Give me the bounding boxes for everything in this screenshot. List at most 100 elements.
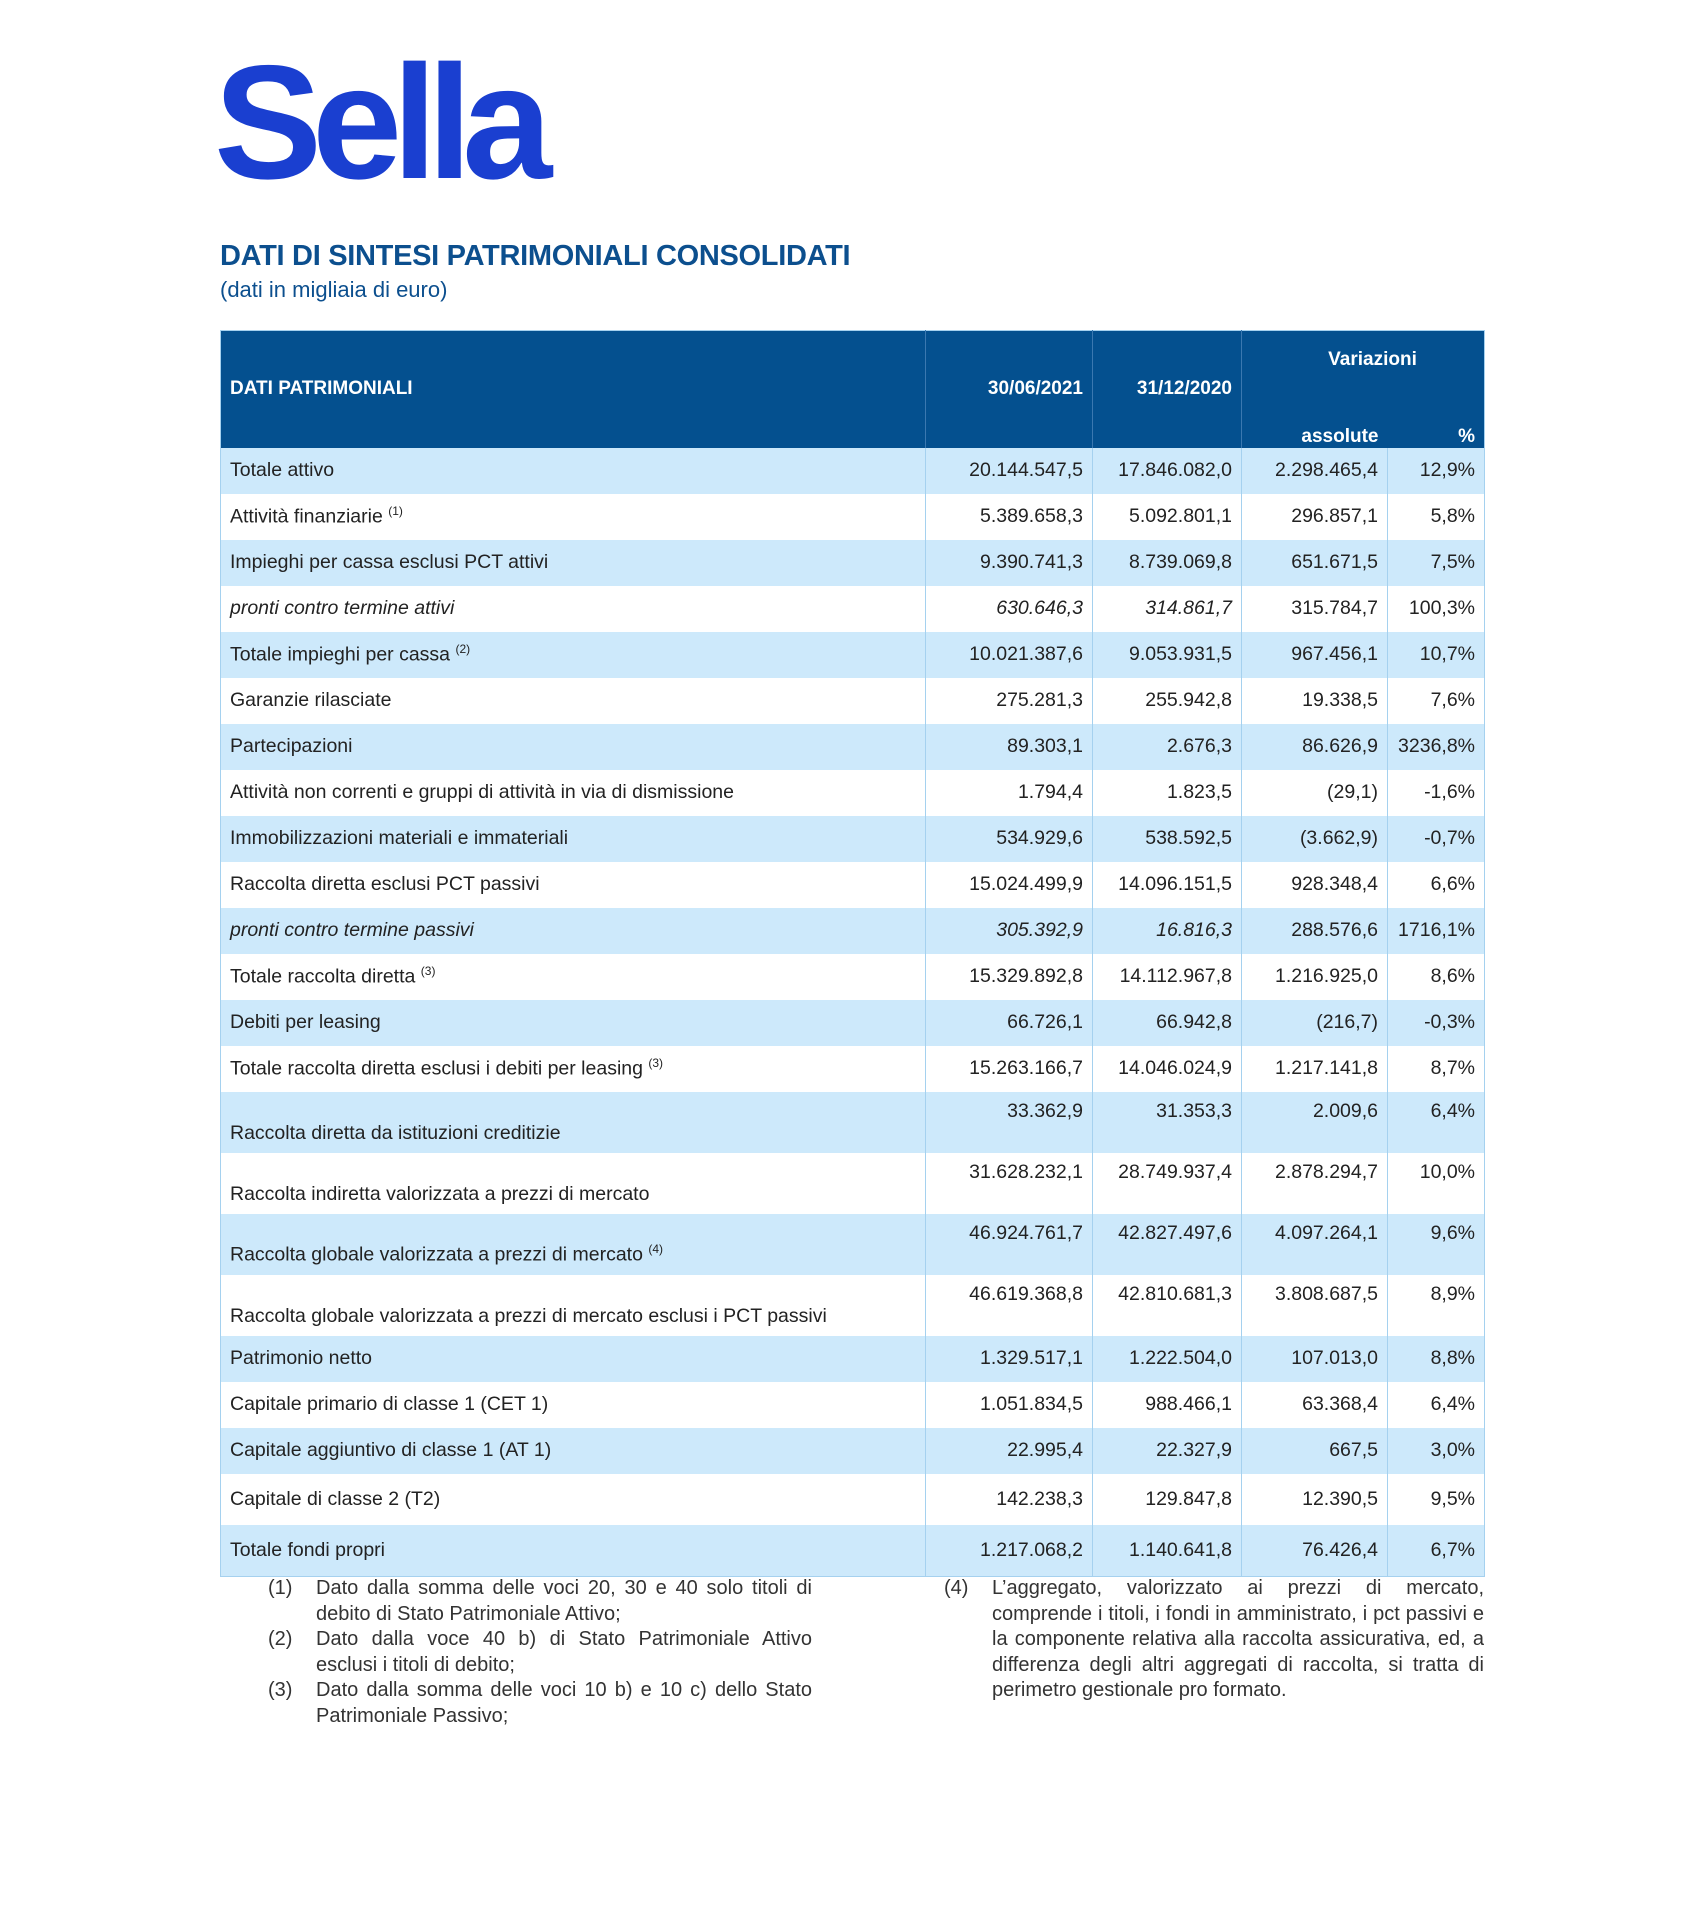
value-cell: 15.329.892,8 xyxy=(925,953,1093,1000)
row-label-cell: Garanzie rilasciate xyxy=(220,677,926,724)
row-label: pronti contro termine passivi xyxy=(230,919,474,941)
footnote-text: L’aggregato, valorizzato ai prezzi di me… xyxy=(992,1577,1484,1701)
value-cell: (29,1) xyxy=(1241,769,1388,816)
logo: Sella xyxy=(214,32,552,213)
value-cell: 15.024.499,9 xyxy=(925,861,1093,908)
value-cell: 1716,1% xyxy=(1387,907,1486,954)
value-cell: 100,3% xyxy=(1387,585,1486,632)
value-cell: 46.619.368,8 xyxy=(925,1274,1093,1336)
footnote-number: (4) xyxy=(944,1577,969,1599)
row-label-cell: Raccolta diretta da istituzioni creditiz… xyxy=(220,1091,926,1153)
value-cell: 288.576,6 xyxy=(1241,907,1388,954)
table-row: Raccolta diretta esclusi PCT passivi 15.0… xyxy=(220,861,1486,908)
value-cell: 1.216.925,0 xyxy=(1241,953,1388,1000)
row-label: Capitale di classe 2 (T2) xyxy=(230,1487,441,1510)
row-label: Partecipazioni xyxy=(230,735,353,757)
row-label: Immobilizzazioni materiali e immateriali xyxy=(230,827,569,849)
value-cell: (3.662,9) xyxy=(1241,815,1388,862)
value-cell: 275.281,3 xyxy=(925,677,1093,724)
value-cell: 1.794,4 xyxy=(925,769,1093,816)
table-row: Attività finanziarie (1) 5.389.658,3 5.092… xyxy=(220,493,1486,540)
table-row: pronti contro termine attivi 630.646,3 314… xyxy=(220,585,1486,632)
value-cell: 31.628.232,1 xyxy=(925,1152,1093,1214)
row-label-cell: Attività non correnti e gruppi di attivi… xyxy=(220,769,926,816)
row-label-cell: Raccolta indiretta valorizzata a prezzi … xyxy=(220,1152,926,1214)
row-label: Raccolta globale valorizzata a prezzi di… xyxy=(230,1243,643,1266)
value-cell: 31.353,3 xyxy=(1092,1091,1242,1153)
value-cell: 6,7% xyxy=(1387,1524,1486,1576)
value-cell: 651.671,5 xyxy=(1241,539,1388,586)
row-label: Patrimonio netto xyxy=(230,1347,372,1369)
value-cell: 1.051.834,5 xyxy=(925,1381,1093,1428)
table-row: Patrimonio netto 1.329.517,1 1.222.504,0 10… xyxy=(220,1335,1486,1382)
value-cell: 8,8% xyxy=(1387,1335,1486,1382)
value-cell: 315.784,7 xyxy=(1241,585,1388,632)
value-cell: -0,3% xyxy=(1387,999,1486,1046)
column-header: 31/12/2020 xyxy=(1092,330,1242,448)
row-label: Attività finanziarie xyxy=(230,505,383,528)
value-cell: 66.942,8 xyxy=(1092,999,1242,1046)
value-cell: 12,9% xyxy=(1387,447,1486,494)
value-cell: 967.456,1 xyxy=(1241,631,1388,678)
data-table: DATI PATRIMONIALI 30/06/2021 31/12/2020 … xyxy=(220,330,1486,1577)
value-cell: 3,0% xyxy=(1387,1427,1486,1474)
row-label-cell: Totale raccolta diretta (3) xyxy=(220,953,926,1000)
table-row: Raccolta globale valorizzata a prezzi di… xyxy=(220,1213,1486,1275)
value-cell: 1.222.504,0 xyxy=(1092,1335,1242,1382)
column-header: DATI PATRIMONIALI xyxy=(220,330,926,448)
table-row: pronti contro termine passivi 305.392,9 16… xyxy=(220,907,1486,954)
row-label-cell: Totale fondi propri xyxy=(220,1524,926,1576)
row-label: Impieghi per cassa esclusi PCT attivi xyxy=(230,551,549,573)
note-ref: (4) xyxy=(648,1242,664,1256)
table-row: Totale attivo 20.144.547,5 17.846.082,0 2.2… xyxy=(220,447,1486,494)
value-cell: 2.878.294,7 xyxy=(1241,1152,1388,1214)
footnote-number: (3) xyxy=(268,1679,293,1701)
value-cell: 2.298.465,4 xyxy=(1241,447,1388,494)
value-cell: 1.329.517,1 xyxy=(925,1335,1093,1382)
row-label-cell: Totale raccolta diretta esclusi i debiti… xyxy=(220,1045,926,1092)
value-cell: 3.808.687,5 xyxy=(1241,1274,1388,1336)
value-cell: 988.466,1 xyxy=(1092,1381,1242,1428)
value-cell: 9,5% xyxy=(1387,1473,1486,1525)
column-header: Variazioni xyxy=(1241,330,1485,389)
row-label: pronti contro termine attivi xyxy=(230,597,455,619)
value-cell: 129.847,8 xyxy=(1092,1473,1242,1525)
table-row: Impieghi per cassa esclusi PCT attivi 9.3… xyxy=(220,539,1486,586)
table-row: Debiti per leasing 66.726,1 66.942,8 (216,7… xyxy=(220,999,1486,1046)
row-label-cell: Partecipazioni xyxy=(220,723,926,770)
value-cell: 28.749.937,4 xyxy=(1092,1152,1242,1214)
value-cell: 19.338,5 xyxy=(1241,677,1388,724)
value-cell: 12.390,5 xyxy=(1241,1473,1388,1525)
row-label: Totale raccolta diretta xyxy=(230,965,416,988)
row-label-cell: Attività finanziarie (1) xyxy=(220,493,926,540)
footnotes-right: (4) L’aggregato, valorizzato ai prezzi di… xyxy=(944,1576,1484,1704)
table-row: Totale raccolta diretta esclusi i debiti… xyxy=(220,1045,1486,1092)
value-cell: 534.929,6 xyxy=(925,815,1093,862)
row-label: Raccolta indiretta valorizzata a prezzi … xyxy=(230,1182,650,1205)
row-label-cell: Debiti per leasing xyxy=(220,999,926,1046)
row-label: Raccolta globale valorizzata a prezzi di… xyxy=(230,1304,827,1327)
row-label: Totale raccolta diretta esclusi i debiti… xyxy=(230,1057,643,1080)
row-label-cell: Raccolta globale valorizzata a prezzi di… xyxy=(220,1274,926,1336)
value-cell: 76.426,4 xyxy=(1241,1524,1388,1576)
row-label: Totale attivo xyxy=(230,459,335,481)
value-cell: -0,7% xyxy=(1387,815,1486,862)
table-row: Totale fondi propri 1.217.068,2 1.140.641,… xyxy=(220,1524,1486,1576)
value-cell: 42.827.497,6 xyxy=(1092,1213,1242,1275)
value-cell: 46.924.761,7 xyxy=(925,1213,1093,1275)
table-row: Capitale aggiuntivo di classe 1 (AT 1) 22… xyxy=(220,1427,1486,1474)
row-label-cell: Totale impieghi per cassa (2) xyxy=(220,631,926,678)
table-row: Immobilizzazioni materiali e immateriali… xyxy=(220,815,1486,862)
value-cell: 16.816,3 xyxy=(1092,907,1242,954)
value-cell: 17.846.082,0 xyxy=(1092,447,1242,494)
value-cell: 5,8% xyxy=(1387,493,1486,540)
value-cell: 5.092.801,1 xyxy=(1092,493,1242,540)
row-label-cell: Totale attivo xyxy=(220,447,926,494)
row-label-cell: Capitale aggiuntivo di classe 1 (AT 1) xyxy=(220,1427,926,1474)
value-cell: 15.263.166,7 xyxy=(925,1045,1093,1092)
footnote-number: (2) xyxy=(268,1628,293,1650)
row-label: Totale fondi propri xyxy=(230,1538,386,1561)
value-cell: 2.676,3 xyxy=(1092,723,1242,770)
value-cell: 42.810.681,3 xyxy=(1092,1274,1242,1336)
